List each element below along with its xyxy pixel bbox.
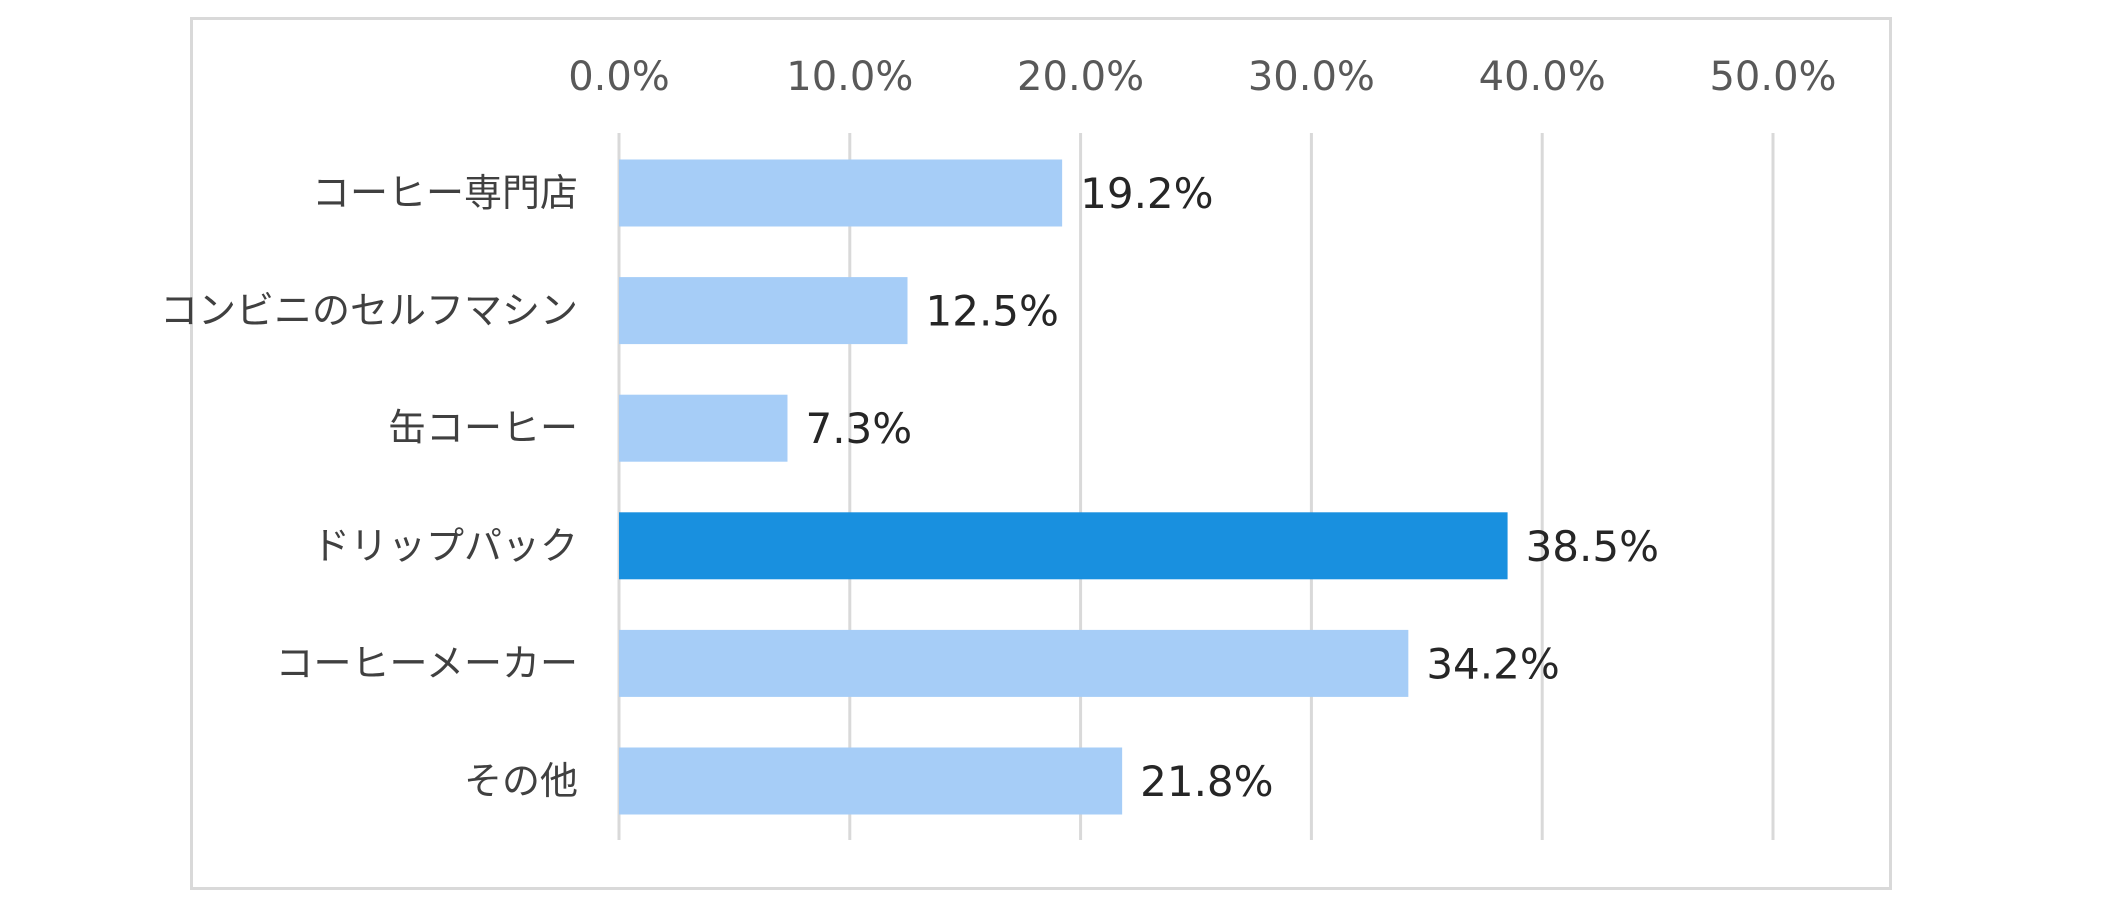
bar-4 [619,629,1409,697]
x-tick-label: 30.0% [1248,54,1375,100]
bars [619,159,1508,815]
data-label: 7.3% [805,404,912,453]
data-label: 12.5% [926,287,1059,336]
x-axis-tick-labels: 0.0% 10.0% 20.0% 30.0% 40.0% 50.0% [568,54,1836,100]
x-tick-label: 50.0% [1709,54,1836,100]
bar-5 [619,747,1123,815]
x-tick-label: 40.0% [1479,54,1606,100]
category-label: 缶コーヒー [388,406,578,450]
data-label: 19.2% [1080,169,1213,218]
gridlines [617,133,1775,840]
bar-2 [619,394,788,462]
bar-3 [619,512,1508,580]
data-labels: 19.2% 12.5% 7.3% 38.5% 34.2% 21.8% [805,169,1659,806]
data-label: 34.2% [1426,639,1559,688]
category-label: コンビニのセルフマシン [160,289,578,333]
category-label: ドリップパック [312,524,578,568]
x-tick-label: 20.0% [1017,54,1144,100]
category-label: コーヒーメーカー [276,641,578,685]
data-label: 38.5% [1526,522,1659,571]
category-labels: コーヒー専門店コンビニのセルフマシン缶コーヒードリップパックコーヒーメーカーその… [160,171,578,803]
category-label: コーヒー専門店 [312,171,578,215]
bar-1 [619,277,908,345]
category-label: その他 [464,759,578,803]
data-label: 21.8% [1140,757,1273,806]
x-tick-label: 10.0% [786,54,913,100]
x-tick-label: 0.0% [568,54,670,100]
bar-0 [619,159,1063,227]
